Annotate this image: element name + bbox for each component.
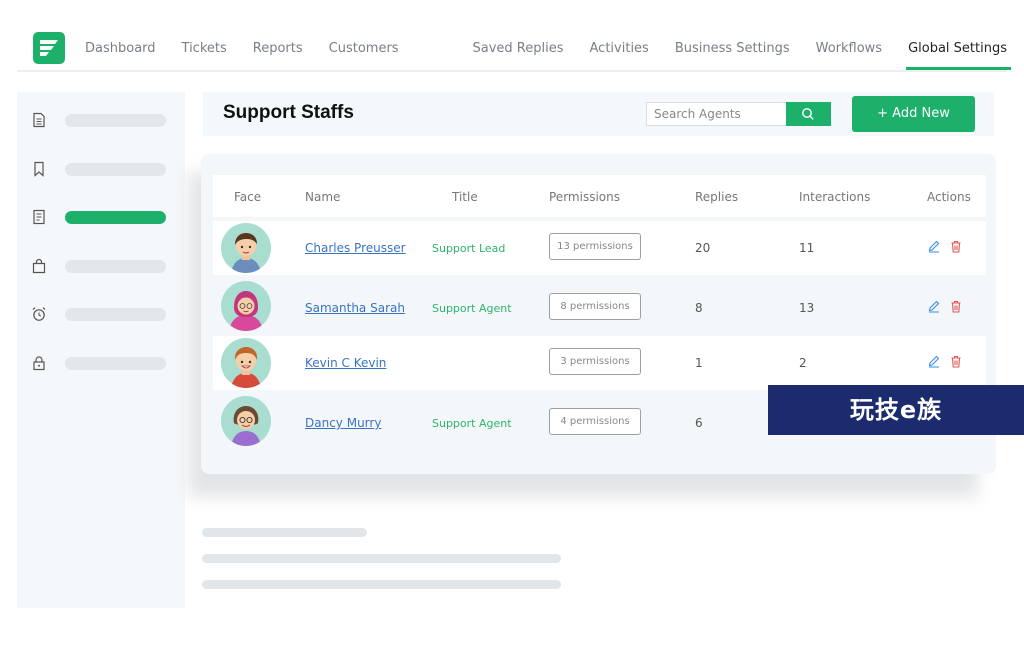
page-header: Support Staffs Search Agents + Add New	[203, 92, 994, 136]
sidebar-item-1[interactable]	[17, 111, 185, 131]
sidebar-placeholder	[65, 163, 166, 176]
bookmark-icon	[34, 161, 44, 177]
nav-tickets[interactable]: Tickets	[181, 41, 227, 56]
avatar	[221, 396, 271, 446]
placeholder-line	[202, 580, 561, 589]
column-face: Face	[234, 190, 262, 204]
column-replies: Replies	[695, 190, 739, 204]
nav-left-group: Dashboard Tickets Reports Customers	[85, 41, 425, 56]
placeholder-line	[202, 554, 561, 563]
sidebar-placeholder	[65, 114, 166, 127]
edit-icon[interactable]	[928, 240, 940, 253]
bag-icon	[32, 258, 46, 274]
nav-business-settings[interactable]: Business Settings	[674, 41, 790, 56]
avatar	[221, 223, 271, 273]
table-row: Charles Preusser Support Lead 13 permiss…	[213, 221, 986, 275]
placeholder-line	[202, 528, 367, 537]
delete-icon[interactable]	[950, 300, 962, 313]
search-input[interactable]: Search Agents	[646, 102, 788, 126]
delete-icon[interactable]	[950, 240, 962, 253]
nav-customers[interactable]: Customers	[328, 41, 399, 56]
replies-count: 20	[695, 241, 711, 255]
permissions-button[interactable]: 3 permissions	[549, 348, 641, 375]
sidebar-item-6[interactable]	[17, 354, 185, 374]
agent-name-link[interactable]: Charles Preusser	[305, 241, 406, 255]
lock-icon	[33, 356, 45, 371]
edit-icon[interactable]	[928, 355, 940, 368]
app-logo[interactable]	[33, 32, 65, 64]
interactions-count: 13	[799, 301, 815, 315]
document-icon	[33, 112, 45, 128]
avatar	[221, 281, 271, 331]
replies-count: 8	[695, 301, 703, 315]
interactions-count: 11	[799, 241, 815, 255]
agent-name-link[interactable]: Samantha Sarah	[305, 301, 405, 315]
nav-saved-replies[interactable]: Saved Replies	[472, 41, 564, 56]
table-row: Kevin C Kevin 3 permissions 1 2	[213, 336, 986, 390]
nav-workflows[interactable]: Workflows	[815, 41, 883, 56]
sidebar-placeholder	[65, 260, 166, 273]
permissions-button[interactable]: 4 permissions	[549, 408, 641, 435]
list-document-icon	[33, 209, 45, 225]
permissions-button[interactable]: 13 permissions	[549, 233, 641, 260]
replies-count: 6	[695, 416, 703, 430]
watermark-banner: 玩技e族	[768, 385, 1024, 435]
sidebar-item-5[interactable]	[17, 305, 185, 325]
column-interactions: Interactions	[799, 190, 871, 204]
top-navigation: Dashboard Tickets Reports Customers Save…	[17, 26, 1011, 72]
agent-title: Support Agent	[432, 302, 512, 315]
nav-dashboard[interactable]: Dashboard	[85, 41, 156, 56]
permissions-button[interactable]: 8 permissions	[549, 293, 641, 320]
page-title: Support Staffs	[223, 102, 354, 123]
nav-global-settings[interactable]: Global Settings	[906, 41, 1011, 70]
agent-title: Support Lead	[432, 242, 506, 255]
sidebar-placeholder	[65, 308, 166, 321]
replies-count: 1	[695, 356, 703, 370]
agent-name-link[interactable]: Dancy Murry	[305, 416, 382, 430]
delete-icon[interactable]	[950, 355, 962, 368]
table-row: Dancy Murry Support Agent 4 permissions …	[213, 394, 986, 448]
avatar	[221, 338, 271, 388]
sidebar-item-3-active[interactable]	[17, 208, 185, 228]
sidebar-item-4[interactable]	[17, 257, 185, 277]
nav-right-group: Saved Replies Activities Business Settin…	[447, 41, 1011, 70]
agent-title: Support Agent	[432, 417, 512, 430]
table-row: Samantha Sarah Support Agent 8 permissio…	[213, 279, 986, 333]
sidebar-item-2[interactable]	[17, 160, 185, 180]
table-header: Face Name Title Permissions Replies Inte…	[213, 175, 986, 217]
sidebar	[17, 92, 185, 608]
column-name: Name	[305, 190, 341, 204]
agent-name-link[interactable]: Kevin C Kevin	[305, 356, 387, 370]
add-new-button[interactable]: + Add New	[852, 96, 975, 132]
sidebar-placeholder-active	[65, 211, 166, 224]
column-actions: Actions	[927, 190, 971, 204]
column-title: Title	[452, 190, 478, 204]
interactions-count: 2	[799, 356, 807, 370]
nav-reports[interactable]: Reports	[252, 41, 303, 56]
logo-icon	[40, 40, 58, 56]
search-icon	[802, 108, 814, 120]
nav-activities[interactable]: Activities	[589, 41, 649, 56]
alarm-clock-icon	[32, 307, 46, 321]
column-permissions: Permissions	[549, 190, 620, 204]
sidebar-placeholder	[65, 357, 166, 370]
search-button[interactable]	[786, 102, 831, 126]
edit-icon[interactable]	[928, 300, 940, 313]
